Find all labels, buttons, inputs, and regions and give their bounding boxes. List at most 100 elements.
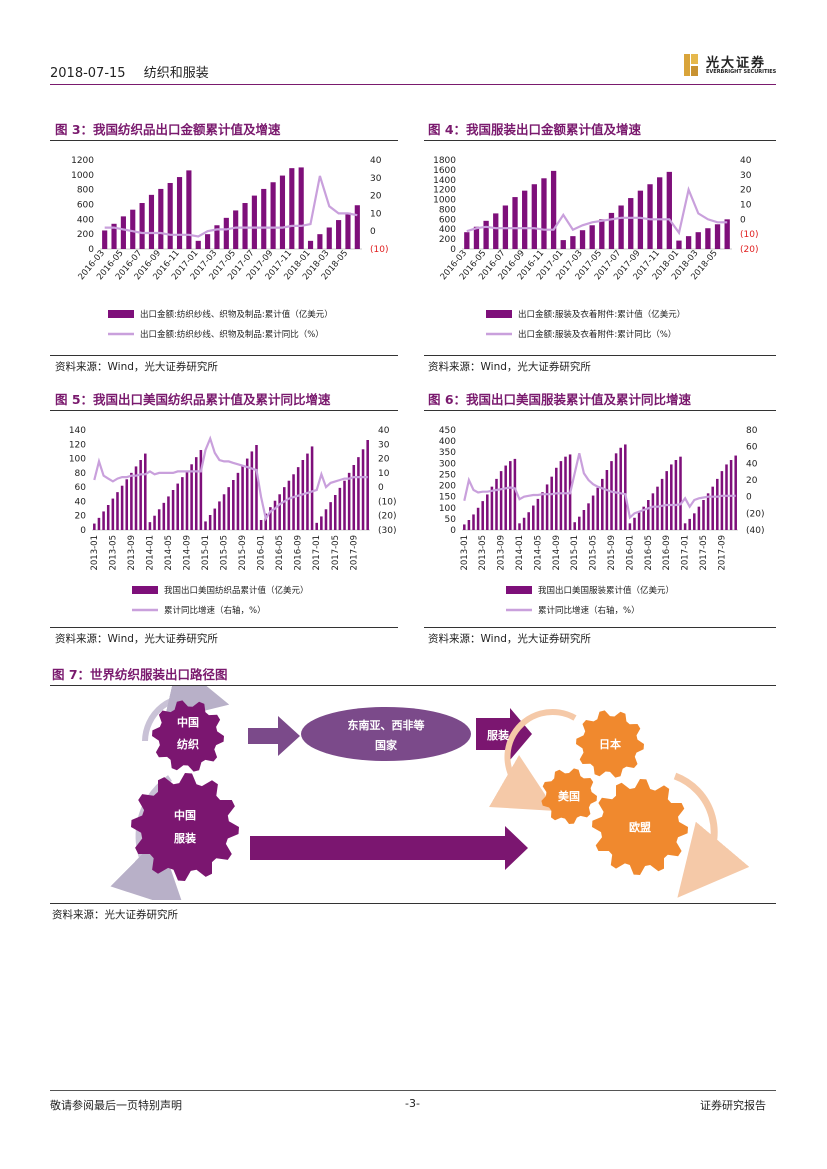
node-china-apparel-l1: 中国 bbox=[174, 808, 196, 822]
fig5-ytick-left: 60 bbox=[75, 483, 87, 493]
fig4-ytick-left: 400 bbox=[439, 225, 456, 235]
fig5-bar bbox=[171, 490, 175, 530]
fig5-bar bbox=[102, 511, 105, 530]
fig6-bar bbox=[624, 444, 627, 530]
fig6-bar bbox=[541, 492, 544, 530]
gear-shape bbox=[576, 710, 644, 778]
fig6-bar bbox=[582, 510, 586, 530]
fig3-bar bbox=[130, 209, 136, 249]
fig6-ytick-left: 50 bbox=[445, 515, 457, 525]
node-usa: 美国 bbox=[558, 789, 580, 803]
fig5-bar bbox=[120, 485, 124, 530]
fig6-bar bbox=[550, 476, 553, 530]
fig6-title: 图 6：我国出口美国服装累计值及累计同比增速 bbox=[428, 392, 692, 407]
fig5-xtick-label: 2016-09 bbox=[294, 535, 304, 571]
fig4-bar bbox=[637, 190, 644, 249]
fig5-ytick-left: 20 bbox=[75, 512, 87, 522]
fig3-bar bbox=[102, 230, 108, 249]
fig5-xtick-label: 2014-05 bbox=[164, 535, 174, 571]
fig6-xtick-label: 2016-05 bbox=[644, 535, 654, 571]
fig5-bar bbox=[106, 505, 110, 530]
fig7-top-rule bbox=[50, 685, 776, 686]
fig4-ytick-left: 1200 bbox=[433, 186, 456, 196]
fig5-xtick-label: 2013-09 bbox=[127, 535, 137, 571]
fig4-bar bbox=[666, 171, 672, 249]
fig5-title: 图 5：我国出口美国纺织品累计值及累计同比增速 bbox=[55, 392, 331, 407]
fig6-bar bbox=[693, 513, 696, 530]
fig4-bar bbox=[695, 232, 701, 249]
fig3-ytick-right: 0 bbox=[370, 227, 376, 237]
arrow-apparel-label: 服装 bbox=[487, 728, 509, 742]
fig6-bar bbox=[555, 467, 558, 530]
fig5-bar bbox=[296, 467, 300, 530]
fig6-xtick-label: 2013-05 bbox=[478, 535, 488, 571]
fig6-bar bbox=[601, 478, 604, 530]
fig4-bar bbox=[608, 212, 615, 249]
gear-shape bbox=[592, 779, 688, 875]
fig4-bar bbox=[685, 236, 692, 249]
fig3-ytick-left: 800 bbox=[77, 186, 94, 196]
fig4-bar bbox=[473, 226, 480, 249]
fig6-bar bbox=[688, 518, 691, 530]
fig5-xtick-label: 2013-01 bbox=[90, 535, 100, 571]
node-sea-africa-l2: 国家 bbox=[375, 738, 398, 752]
fig6-ytick-right: 60 bbox=[746, 443, 758, 453]
company-logo: 光大证券 EVERBRIGHT SECURITIES bbox=[684, 52, 779, 82]
fig7-bottom-rule bbox=[50, 903, 776, 904]
fig6-bar bbox=[725, 464, 728, 530]
fig6-bar bbox=[527, 512, 530, 530]
fig5-ytick-right: 30 bbox=[378, 440, 390, 450]
fig6-bar bbox=[734, 455, 737, 530]
fig4-bottom-rule bbox=[424, 355, 776, 356]
node-china-textile-l2: 纺织 bbox=[177, 737, 199, 751]
footer-report-type: 证券研究报告 bbox=[700, 1099, 766, 1112]
fig3-ytick-left: 0 bbox=[88, 245, 94, 255]
fig6-xtick-label: 2013-01 bbox=[460, 535, 470, 571]
fig5-bar bbox=[343, 480, 346, 530]
fig5-legend-bar-swatch bbox=[132, 586, 158, 594]
logo-en-text: EVERBRIGHT SECURITIES bbox=[706, 69, 777, 75]
fig4-bar bbox=[618, 205, 624, 249]
fig5-bar bbox=[157, 509, 161, 530]
fig4-bar bbox=[512, 197, 518, 249]
fig5-bar bbox=[222, 494, 226, 530]
fig5-xtick-label: 2014-01 bbox=[145, 535, 155, 571]
fig6-xtick-label: 2013-09 bbox=[497, 535, 507, 571]
fig4-bar bbox=[657, 177, 663, 249]
logo-text: 光大证券 bbox=[706, 56, 767, 71]
fig3-ytick-left: 200 bbox=[77, 230, 94, 240]
fig3-bar bbox=[261, 188, 267, 249]
fig4-ytick-left: 800 bbox=[439, 205, 456, 215]
fig4-bar bbox=[647, 184, 653, 249]
fig5-bar bbox=[283, 487, 286, 530]
fig6-bar bbox=[642, 506, 645, 530]
fig3-bar bbox=[139, 203, 145, 249]
fig6-xtick-label: 2016-01 bbox=[625, 535, 635, 571]
fig3-bar bbox=[289, 168, 295, 249]
fig5-bar bbox=[199, 450, 203, 530]
fig5-ytick-left: 40 bbox=[75, 497, 87, 507]
cycle-arrow-textile bbox=[142, 686, 230, 742]
fig3-bar bbox=[317, 234, 323, 249]
fig6-legend-bar-label: 我国出口美国服装累计值（亿美元） bbox=[538, 585, 674, 596]
fig6-legend-bar-swatch bbox=[506, 586, 532, 594]
fig5-bar bbox=[181, 477, 184, 530]
fig3-ytick-left: 400 bbox=[77, 215, 94, 225]
footer-divider bbox=[50, 1090, 776, 1091]
fig5-bar bbox=[144, 453, 147, 530]
fig5-top-rule bbox=[50, 410, 398, 411]
fig7-source: 资料来源：光大证券研究所 bbox=[52, 909, 178, 921]
fig5-bar bbox=[352, 465, 356, 530]
fig6-xtick-label: 2015-01 bbox=[570, 535, 580, 571]
fig3-bar bbox=[251, 195, 257, 249]
node-sea-africa bbox=[301, 707, 471, 761]
fig6-bar bbox=[481, 501, 484, 530]
fig6-source: 资料来源：Wind，光大证券研究所 bbox=[428, 633, 591, 645]
fig3-ytick-right: 30 bbox=[370, 174, 382, 184]
fig3-bar bbox=[345, 212, 351, 249]
fig4-ytick-right: 40 bbox=[740, 156, 752, 166]
fig4-bar bbox=[714, 224, 721, 249]
fig6-bar bbox=[711, 486, 714, 530]
gear-eu: 欧盟 bbox=[592, 779, 688, 875]
fig6-bar bbox=[504, 465, 507, 530]
